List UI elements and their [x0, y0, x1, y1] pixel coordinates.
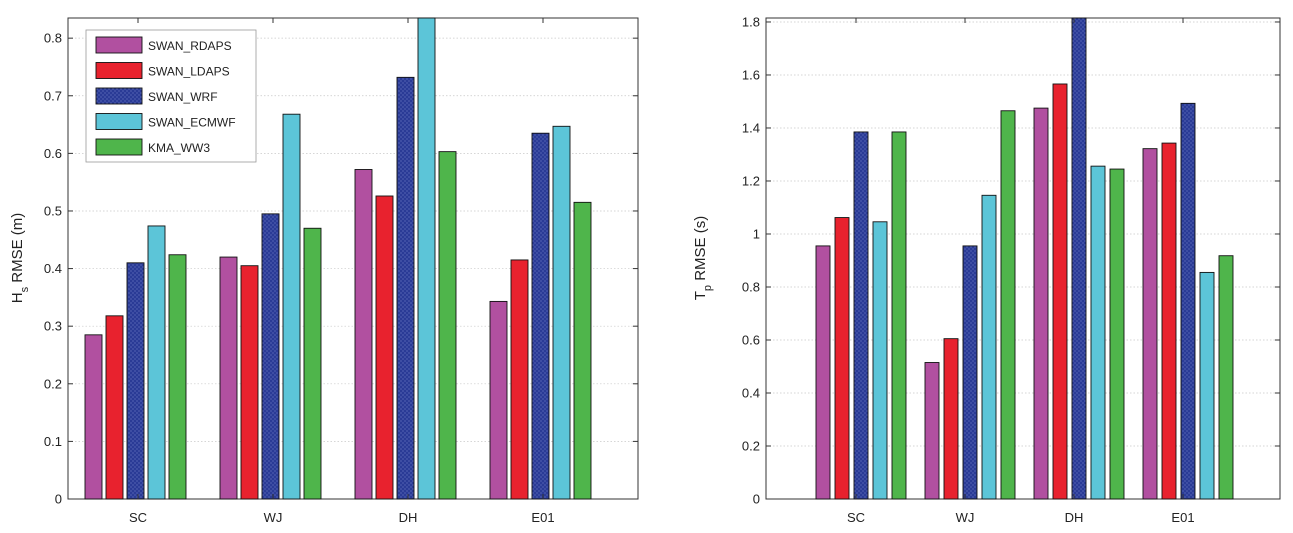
- legend-swatch-kma-ww3: [95, 138, 143, 156]
- bar-e01-swan-wrf: [531, 132, 550, 500]
- bar-wj-swan-ecmwf: [282, 113, 301, 500]
- bars: [84, 17, 592, 500]
- y-tick-label: 0.2: [44, 376, 62, 391]
- y-tick-label: 0.3: [44, 319, 62, 334]
- bar-wj-swan-wrf: [962, 245, 978, 500]
- y-tick-label: 1.2: [742, 173, 760, 188]
- legend: SWAN_RDAPS SWAN_LDAPS SWAN_WRF SWAN_ECMWF KM…: [85, 29, 257, 163]
- x-tick-label-dh: DH: [1065, 510, 1084, 525]
- y-tick-label: 0.8: [742, 279, 760, 294]
- y-tick-label: 0: [55, 492, 62, 507]
- x-tick-label-wj: WJ: [264, 510, 283, 525]
- y-tick-label: 0.4: [44, 261, 62, 276]
- bar-dh-swan-ecmwf: [417, 17, 436, 500]
- bar-sc-swan-ldaps: [834, 217, 850, 500]
- x-tick-label-e01: E01: [531, 510, 554, 525]
- bar-wj-swan-wrf: [261, 213, 280, 500]
- x-tick-label-sc: SC: [847, 510, 865, 525]
- y-tick-label: 0.6: [44, 146, 62, 161]
- x-tick-label-wj: WJ: [956, 510, 975, 525]
- y-tick-label: 1.4: [742, 120, 760, 135]
- legend-swatch-swan-rdaps: [95, 36, 143, 54]
- bar-sc-swan-rdaps: [815, 245, 831, 500]
- bar-e01-kma-ww3: [573, 201, 592, 500]
- bar-dh-kma-ww3: [438, 151, 457, 500]
- bar-e01-kma-ww3: [1218, 255, 1234, 500]
- bar-dh-swan-ldaps: [1052, 83, 1068, 500]
- bar-dh-swan-ldaps: [375, 195, 394, 500]
- legend-swatch-swan-ecmwf: [95, 113, 143, 130]
- bar-wj-kma-ww3: [303, 227, 322, 500]
- bar-dh-swan-rdaps: [354, 169, 373, 500]
- bar-sc-kma-ww3: [891, 131, 907, 500]
- y-tick-label: 0.5: [44, 203, 62, 218]
- y-tick-label: 1.6: [742, 67, 760, 82]
- bar-dh-swan-wrf: [1071, 17, 1087, 500]
- hs-rmse-chart: 0 0.1 0.2 0.3 0.4 0.5 0.6 0.7 0.8 SC WJ DH E01 Hs R…: [9, 17, 639, 525]
- y-axis-title: Tp RMSE (s): [692, 216, 714, 300]
- legend-label-swan-wrf: SWAN_WRF: [148, 90, 218, 104]
- bar-wj-swan-ldaps: [943, 338, 959, 500]
- bar-dh-swan-wrf: [396, 76, 415, 500]
- x-ticks: SC WJ DH E01: [847, 18, 1195, 525]
- y-tick-label: 1.8: [742, 14, 760, 29]
- bar-wj-swan-rdaps: [219, 256, 238, 500]
- tp-rmse-chart: 0 0.2 0.4 0.6 0.8 1 1.2 1.4 1.6 1.8 SC WJ DH E01 Tp …: [692, 14, 1281, 525]
- bar-wj-swan-ecmwf: [981, 194, 997, 500]
- x-tick-label-sc: SC: [129, 510, 147, 525]
- bar-sc-swan-ldaps: [105, 315, 124, 500]
- y-tick-label: 0: [753, 492, 760, 507]
- x-tick-label-e01: E01: [1171, 510, 1194, 525]
- bar-sc-swan-ecmwf: [147, 225, 166, 500]
- y-tick-label: 0.6: [742, 332, 760, 347]
- bar-sc-swan-wrf: [126, 262, 145, 500]
- bar-wj-swan-ldaps: [240, 265, 259, 500]
- y-tick-label: 0.8: [44, 31, 62, 46]
- bar-e01-swan-ecmwf: [1199, 271, 1215, 500]
- bar-sc-swan-ecmwf: [872, 221, 888, 500]
- bar-dh-kma-ww3: [1109, 168, 1125, 500]
- legend-swatch-swan-wrf: [95, 87, 143, 105]
- y-tick-label: 0.1: [44, 434, 62, 449]
- legend-swatch-swan-ldaps: [95, 62, 143, 79]
- y-tick-label: 0.4: [742, 385, 760, 400]
- legend-label-swan-ldaps: SWAN_LDAPS: [148, 65, 230, 79]
- bar-e01-swan-ldaps: [1161, 142, 1177, 500]
- y-tick-label: 0.2: [742, 438, 760, 453]
- bar-dh-swan-rdaps: [1033, 107, 1049, 500]
- bar-sc-swan-wrf: [853, 131, 869, 500]
- bar-e01-swan-ecmwf: [552, 125, 571, 500]
- bar-wj-swan-rdaps: [924, 362, 940, 500]
- legend-label-kma-ww3: KMA_WW3: [148, 141, 210, 155]
- bar-wj-kma-ww3: [1000, 110, 1016, 500]
- bar-dh-swan-ecmwf: [1090, 165, 1106, 500]
- bars: [815, 17, 1234, 500]
- bar-e01-swan-ldaps: [510, 259, 529, 500]
- x-ticks: SC WJ DH E01: [129, 18, 555, 525]
- y-tick-label: 0.7: [44, 88, 62, 103]
- bar-e01-swan-rdaps: [1142, 148, 1158, 500]
- legend-label-swan-rdaps: SWAN_RDAPS: [148, 39, 232, 53]
- bar-sc-swan-rdaps: [84, 334, 103, 500]
- bar-e01-swan-rdaps: [489, 300, 508, 500]
- y-axis-title: Hs RMSE (m): [9, 213, 31, 304]
- bar-e01-swan-wrf: [1180, 102, 1196, 500]
- y-ticks: 0 0.2 0.4 0.6 0.8 1 1.2 1.4 1.6 1.8: [742, 14, 1280, 507]
- legend-label-swan-ecmwf: SWAN_ECMWF: [148, 116, 236, 130]
- y-ticks: 0 0.1 0.2 0.3 0.4 0.5 0.6 0.7 0.8: [44, 31, 638, 507]
- y-tick-label: 1: [753, 226, 760, 241]
- bar-sc-kma-ww3: [168, 254, 187, 500]
- x-tick-label-dh: DH: [399, 510, 418, 525]
